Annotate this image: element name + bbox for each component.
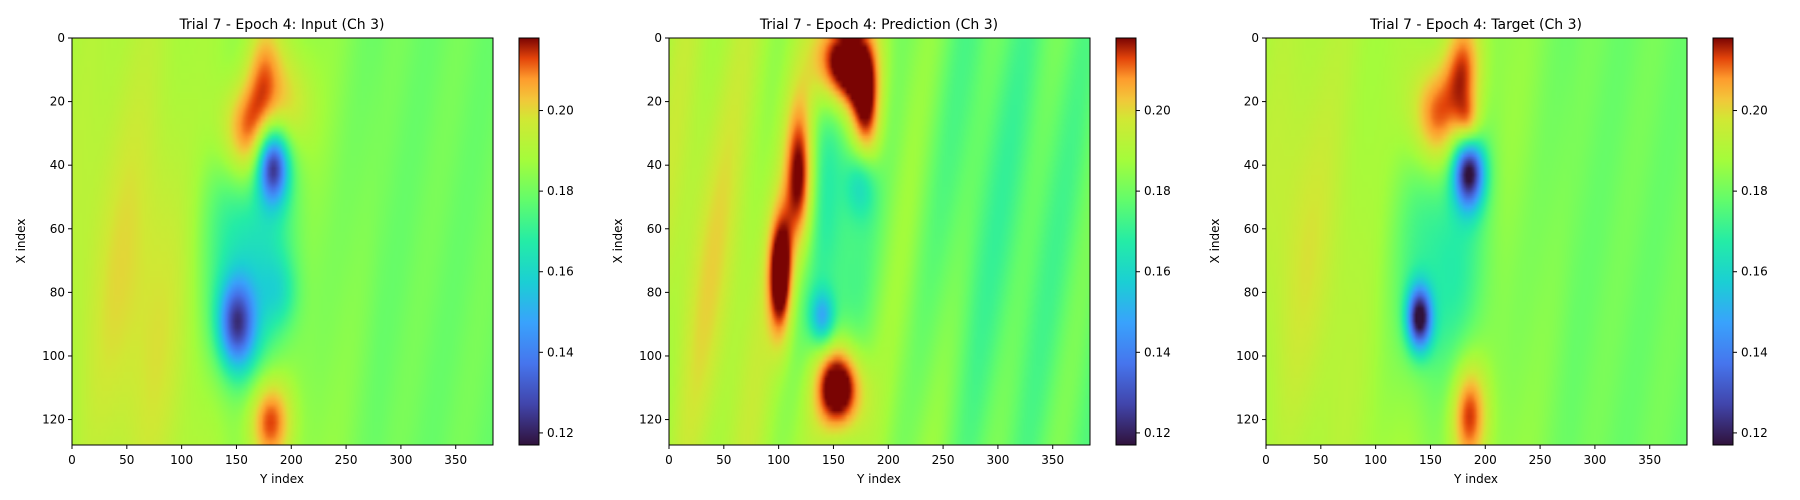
y-tick-label: 60 — [50, 222, 65, 236]
x-axis-ticks: 0 50 100 150 200 250 300 350 — [1262, 445, 1661, 467]
x-tick-label: 250 — [932, 453, 955, 467]
x-tick-label: 50 — [1313, 453, 1328, 467]
y-tick-label: 120 — [639, 413, 662, 427]
panel-input: Trial 7 - Epoch 4: Input (Ch 3) 0 50 100 15… — [14, 17, 574, 486]
x-axis-label: Y index — [1453, 472, 1498, 486]
x-tick-label: 350 — [1041, 453, 1064, 467]
y-tick-label: 40 — [1244, 158, 1259, 172]
y-tick-label: 100 — [1236, 349, 1259, 363]
x-tick-label: 100 — [170, 453, 193, 467]
x-tick-label: 300 — [986, 453, 1009, 467]
colorbar-tick-label: 0.20 — [1741, 104, 1768, 118]
x-tick-label: 50 — [119, 453, 134, 467]
x-tick-label: 250 — [1529, 453, 1552, 467]
colorbar-ticks: 0.12 0.14 0.16 0.18 0.20 — [539, 104, 574, 440]
x-axis-ticks: 0 50 100 150 200 250 300 350 — [665, 445, 1064, 467]
heatmap-image — [72, 38, 493, 445]
x-tick-label: 0 — [1262, 453, 1270, 467]
colorbar-tick-label: 0.20 — [547, 104, 574, 118]
colorbar-tick-label: 0.16 — [1741, 265, 1768, 279]
x-tick-label: 50 — [716, 453, 731, 467]
y-tick-label: 0 — [1251, 31, 1259, 45]
panel-title: Trial 7 - Epoch 4: Prediction (Ch 3) — [759, 17, 998, 33]
x-tick-label: 100 — [767, 453, 790, 467]
colorbar-tick-label: 0.14 — [1741, 345, 1768, 359]
colorbar-tick-label: 0.12 — [547, 426, 574, 440]
y-tick-label: 80 — [647, 285, 662, 299]
plot-frame — [1265, 37, 1688, 446]
y-axis-label: X index — [611, 219, 625, 264]
x-tick-label: 200 — [877, 453, 900, 467]
colorbar-tick-label: 0.12 — [1144, 426, 1171, 440]
colorbar-tick-label: 0.18 — [1741, 184, 1768, 198]
x-tick-label: 150 — [225, 453, 248, 467]
x-tick-label: 350 — [444, 453, 467, 467]
colorbar-ticks: 0.12 0.14 0.16 0.18 0.20 — [1733, 104, 1768, 440]
y-tick-label: 120 — [42, 413, 65, 427]
y-tick-label: 80 — [50, 285, 65, 299]
x-tick-label: 150 — [1419, 453, 1442, 467]
y-tick-label: 100 — [639, 349, 662, 363]
colorbar-tick-label: 0.12 — [1741, 426, 1768, 440]
panel-target: Trial 7 - Epoch 4: Target (Ch 3) 0 50 100 1… — [1208, 17, 1768, 486]
colorbar — [1712, 37, 1734, 446]
y-tick-label: 100 — [42, 349, 65, 363]
y-axis-ticks: 0 20 40 60 80 100 120 — [1236, 31, 1266, 427]
y-tick-label: 0 — [57, 31, 65, 45]
y-tick-label: 20 — [50, 95, 65, 109]
x-axis-label: Y index — [856, 472, 901, 486]
heatmap-image — [1266, 38, 1687, 445]
x-tick-label: 300 — [389, 453, 412, 467]
y-axis-ticks: 0 20 40 60 80 100 120 — [639, 31, 669, 427]
y-tick-label: 80 — [1244, 285, 1259, 299]
y-tick-label: 0 — [654, 31, 662, 45]
colorbar — [1115, 37, 1137, 446]
heatmap-image — [669, 38, 1090, 445]
y-tick-label: 60 — [1244, 222, 1259, 236]
panel-title: Trial 7 - Epoch 4: Input (Ch 3) — [179, 17, 385, 33]
x-tick-label: 0 — [68, 453, 76, 467]
y-axis-ticks: 0 20 40 60 80 100 120 — [42, 31, 72, 427]
colorbar-tick-label: 0.18 — [1144, 184, 1171, 198]
colorbar-tick-label: 0.16 — [1144, 265, 1171, 279]
y-tick-label: 20 — [1244, 95, 1259, 109]
panel-prediction: Trial 7 - Epoch 4: Prediction (Ch 3) 0 50… — [611, 17, 1171, 486]
x-tick-label: 300 — [1583, 453, 1606, 467]
x-axis-label: Y index — [259, 472, 304, 486]
x-tick-label: 350 — [1638, 453, 1661, 467]
x-axis-ticks: 0 50 100 150 200 250 300 350 — [68, 445, 467, 467]
x-tick-label: 250 — [335, 453, 358, 467]
colorbar-ticks: 0.12 0.14 0.16 0.18 0.20 — [1136, 104, 1171, 440]
y-tick-label: 20 — [647, 95, 662, 109]
plot-frame — [71, 37, 494, 446]
colorbar-tick-label: 0.20 — [1144, 104, 1171, 118]
y-tick-label: 60 — [647, 222, 662, 236]
y-tick-label: 120 — [1236, 413, 1259, 427]
y-axis-label: X index — [1208, 219, 1222, 264]
x-tick-label: 150 — [822, 453, 845, 467]
x-tick-label: 200 — [1474, 453, 1497, 467]
colorbar-tick-label: 0.14 — [547, 345, 574, 359]
y-axis-label: X index — [14, 219, 28, 264]
colorbar-tick-label: 0.16 — [547, 265, 574, 279]
x-tick-label: 100 — [1364, 453, 1387, 467]
panel-title: Trial 7 - Epoch 4: Target (Ch 3) — [1369, 17, 1582, 33]
plot-frame — [668, 37, 1091, 446]
colorbar — [518, 37, 540, 446]
x-tick-label: 200 — [280, 453, 303, 467]
colorbar-tick-label: 0.18 — [547, 184, 574, 198]
y-tick-label: 40 — [647, 158, 662, 172]
x-tick-label: 0 — [665, 453, 673, 467]
colorbar-tick-label: 0.14 — [1144, 345, 1171, 359]
y-tick-label: 40 — [50, 158, 65, 172]
